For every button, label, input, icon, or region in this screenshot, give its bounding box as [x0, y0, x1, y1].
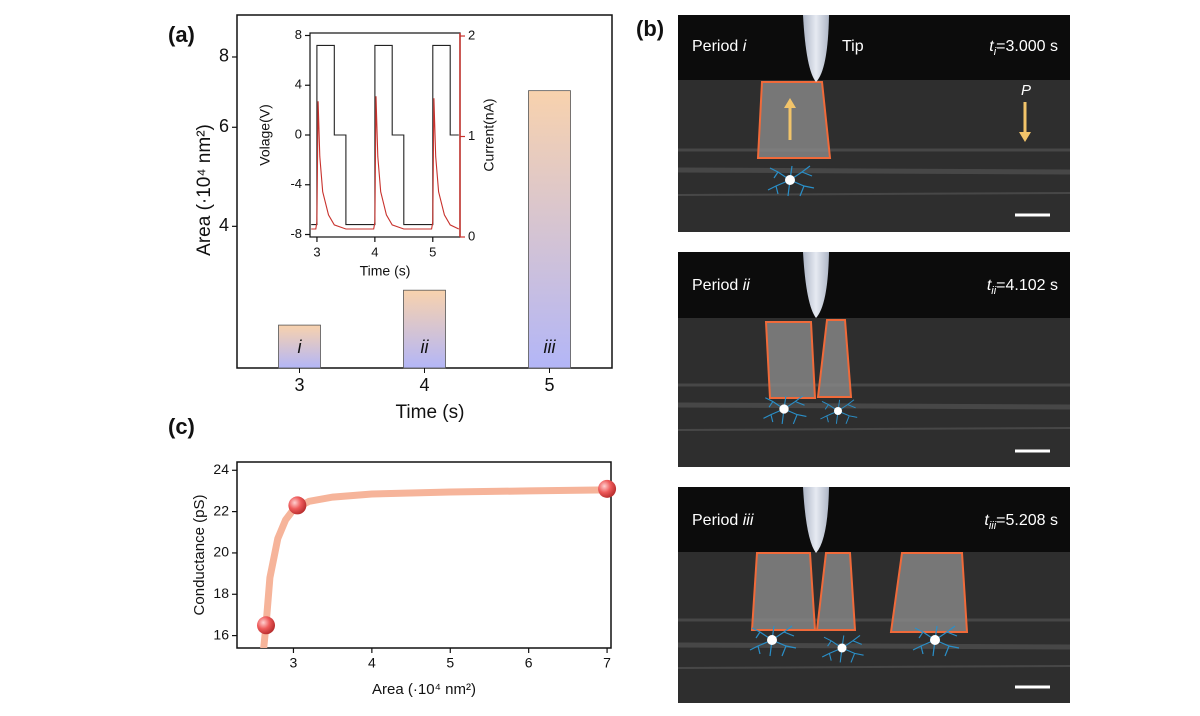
polarization-label: P: [1021, 82, 1031, 99]
t-symbol: t: [987, 277, 992, 294]
x-tick-label: 3: [294, 375, 304, 395]
tip-label: Tip: [842, 38, 864, 55]
x-tick-label: 5: [429, 244, 436, 259]
micrograph: Period ii tii=4.102 s: [677, 252, 1071, 467]
x-tick-label: 5: [446, 655, 454, 671]
t-value: =3.000 s: [996, 38, 1058, 55]
y-tick-label: 0: [468, 228, 475, 243]
period: Period: [692, 512, 738, 529]
time-label: ti=3.000 s: [989, 38, 1058, 58]
y-tick-label: 20: [213, 544, 229, 560]
bar-label: ii: [421, 337, 430, 357]
y-tick-label: 4: [219, 215, 229, 235]
x-tick-label: 3: [313, 244, 320, 259]
y-tick-label: 6: [219, 116, 229, 136]
series-line: [311, 44, 459, 226]
y-tick-label: 1: [468, 128, 475, 143]
period-num: ii: [743, 277, 751, 294]
time-label: tii=4.102 s: [987, 277, 1058, 297]
domain: [756, 81, 832, 159]
y-tick-label: 2: [468, 27, 475, 42]
image-top: [678, 252, 1070, 318]
series-line: [311, 96, 460, 230]
image-top: [678, 15, 1070, 80]
x-axis-label: Time (s): [396, 402, 465, 423]
x-tick-label: 4: [419, 375, 429, 395]
domain: [815, 552, 857, 631]
x-tick-label: 5: [544, 375, 554, 395]
data-point: [598, 479, 617, 498]
t-value: =5.208 s: [996, 512, 1058, 529]
bar-label: iii: [544, 337, 557, 357]
tip: [803, 15, 829, 82]
x-tick-label: 4: [371, 244, 378, 259]
t-sub: iii: [989, 520, 997, 532]
y-tick-label: 16: [213, 626, 229, 642]
x-tick-label: 7: [603, 655, 611, 671]
micrograph: P Tip Period i ti=3.000 s: [677, 15, 1071, 232]
y-tick-label: -4: [290, 176, 302, 191]
y-tick-label: 22: [213, 502, 229, 518]
y-tick-label: 0: [295, 126, 302, 141]
y-axis-label: Area (·10⁴ nm²): [194, 124, 215, 256]
y-axis-label: Volage(V): [257, 104, 273, 165]
y-tick-label: 8: [295, 27, 302, 42]
t-sub: i: [994, 46, 997, 58]
y2-axis-label: Current(nA): [481, 98, 497, 171]
inset-frame: [309, 32, 461, 238]
period-num: i: [743, 38, 747, 55]
period-label: Period ii: [692, 277, 750, 294]
x-tick-label: 6: [525, 655, 533, 671]
bar-label: i: [298, 337, 303, 357]
y-tick-label: -8: [290, 226, 302, 241]
plot-frame: [236, 461, 612, 649]
period: Period: [692, 277, 738, 294]
y-tick-label: 24: [213, 461, 229, 477]
t-symbol: t: [989, 38, 994, 55]
domain: [816, 319, 853, 398]
period-num: iii: [743, 512, 754, 529]
period: Period: [692, 38, 738, 55]
image-top: [678, 487, 1070, 552]
domain: [889, 552, 969, 633]
t-symbol: t: [984, 512, 989, 529]
micrograph: Period iii tiii=5.208 s: [677, 487, 1071, 703]
x-axis-label: Time (s): [360, 263, 411, 279]
tip: [803, 252, 829, 318]
panel-label: (a): [168, 22, 195, 47]
panel-label: (c): [168, 414, 195, 439]
y-tick-label: 4: [295, 77, 302, 92]
period-label: Period iii: [692, 512, 754, 529]
x-axis-label: Area (·10⁴ nm²): [372, 681, 476, 698]
t-value: =4.102 s: [996, 277, 1058, 294]
time-label: tiii=5.208 s: [984, 512, 1058, 532]
bar: [528, 90, 571, 369]
period-label: Period i: [692, 38, 747, 55]
t-sub: ii: [991, 285, 996, 297]
y-tick-label: 8: [219, 46, 229, 66]
y-tick-label: 18: [213, 585, 229, 601]
domain: [764, 321, 817, 399]
bar: [403, 289, 446, 369]
panel-label: (b): [636, 16, 664, 41]
data-point: [257, 616, 276, 635]
fit-line: [260, 486, 611, 648]
y-axis-label: Conductance (pS): [191, 495, 208, 616]
data-point: [288, 496, 307, 515]
domain: [750, 552, 817, 631]
bar: [278, 324, 321, 369]
tip: [803, 487, 829, 553]
x-tick-label: 3: [290, 655, 298, 671]
x-tick-label: 4: [368, 655, 376, 671]
